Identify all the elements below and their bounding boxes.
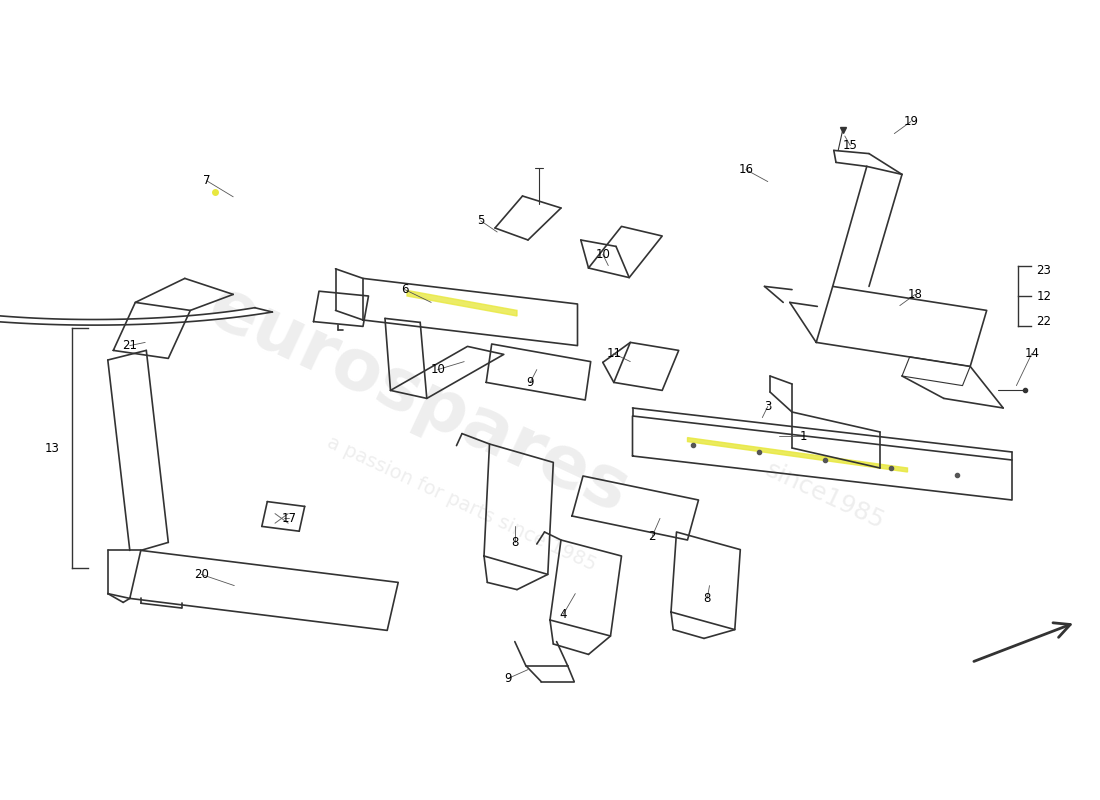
Polygon shape <box>407 290 517 316</box>
Text: 9: 9 <box>527 376 534 389</box>
Text: 6: 6 <box>402 283 408 296</box>
Text: 19: 19 <box>903 115 918 128</box>
Text: 1: 1 <box>800 430 806 442</box>
Text: eurospares: eurospares <box>197 272 639 528</box>
Text: 8: 8 <box>704 592 711 605</box>
Text: 17: 17 <box>282 512 297 525</box>
Text: 15: 15 <box>843 139 858 152</box>
Text: 12: 12 <box>1036 290 1052 302</box>
Polygon shape <box>0 308 273 325</box>
Text: 13: 13 <box>44 442 59 454</box>
Text: since1985: since1985 <box>761 458 889 534</box>
Text: 22: 22 <box>1036 315 1052 328</box>
Text: 8: 8 <box>512 536 518 549</box>
Text: 2: 2 <box>649 530 656 542</box>
Text: 18: 18 <box>908 288 923 301</box>
Text: 21: 21 <box>122 339 138 352</box>
Text: 14: 14 <box>1024 347 1040 360</box>
Text: 7: 7 <box>204 174 210 187</box>
Text: 10: 10 <box>430 363 446 376</box>
Text: a passion for parts since 1985: a passion for parts since 1985 <box>324 433 600 575</box>
Polygon shape <box>688 438 908 472</box>
Text: 4: 4 <box>560 608 566 621</box>
Text: 20: 20 <box>194 568 209 581</box>
Text: 9: 9 <box>505 672 512 685</box>
Text: 11: 11 <box>606 347 621 360</box>
Text: 16: 16 <box>738 163 754 176</box>
Text: 10: 10 <box>595 248 610 261</box>
Text: 23: 23 <box>1036 264 1052 277</box>
Text: 3: 3 <box>764 400 771 413</box>
Text: 5: 5 <box>477 214 484 227</box>
